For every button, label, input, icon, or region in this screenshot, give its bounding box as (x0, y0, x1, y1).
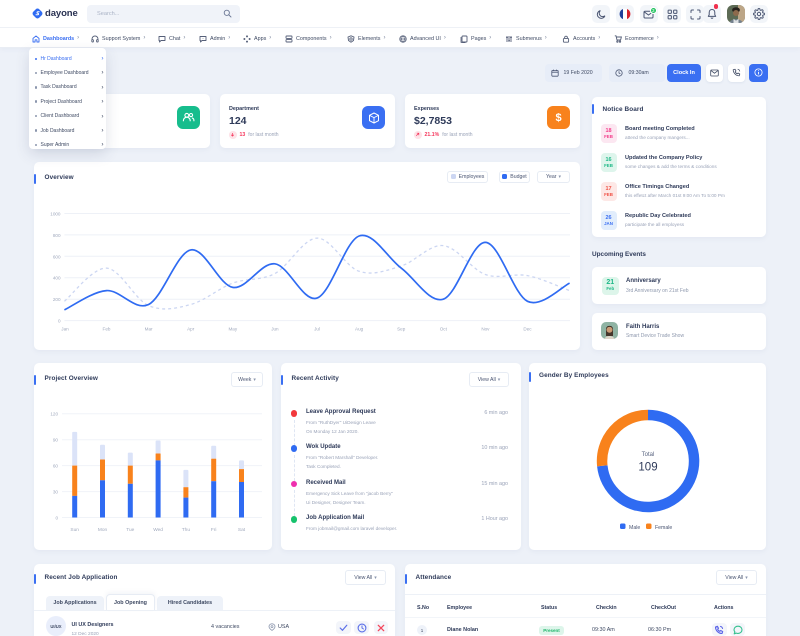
svg-text:Sat: Sat (238, 527, 246, 533)
svg-text:Sun: Sun (70, 527, 79, 533)
svg-text:Oct: Oct (440, 327, 448, 332)
svg-text:30: 30 (53, 490, 59, 495)
svg-text:0: 0 (58, 319, 61, 324)
svg-text:Total: Total (641, 452, 654, 458)
svg-text:800: 800 (53, 233, 61, 238)
svg-text:Mon: Mon (98, 527, 108, 533)
svg-text:Male: Male (629, 525, 640, 531)
svg-text:Nov: Nov (481, 327, 490, 332)
svg-text:Sep: Sep (397, 327, 406, 332)
svg-text:Tue: Tue (126, 527, 134, 533)
svg-text:109: 109 (638, 461, 657, 473)
svg-text:60: 60 (53, 464, 59, 469)
svg-text:Feb: Feb (103, 327, 111, 332)
svg-text:Apr: Apr (187, 327, 195, 332)
svg-text:Jan: Jan (61, 327, 69, 332)
svg-text:Fri: Fri (211, 527, 217, 533)
svg-text:Thu: Thu (182, 527, 191, 533)
svg-text:Dec: Dec (523, 327, 532, 332)
svg-text:0: 0 (55, 516, 58, 521)
svg-text:Jun: Jun (271, 327, 279, 332)
svg-text:Aug: Aug (355, 327, 364, 332)
svg-text:Wed: Wed (153, 527, 163, 533)
svg-text:Mar: Mar (145, 327, 153, 332)
svg-text:Female: Female (655, 525, 672, 531)
svg-text:120: 120 (50, 412, 58, 417)
svg-text:May: May (228, 327, 237, 332)
svg-text:Jul: Jul (314, 327, 320, 332)
svg-text:200: 200 (53, 297, 61, 302)
svg-text:600: 600 (53, 254, 61, 259)
svg-text:1000: 1000 (50, 212, 61, 217)
svg-text:90: 90 (53, 438, 59, 443)
svg-text:400: 400 (53, 276, 61, 281)
